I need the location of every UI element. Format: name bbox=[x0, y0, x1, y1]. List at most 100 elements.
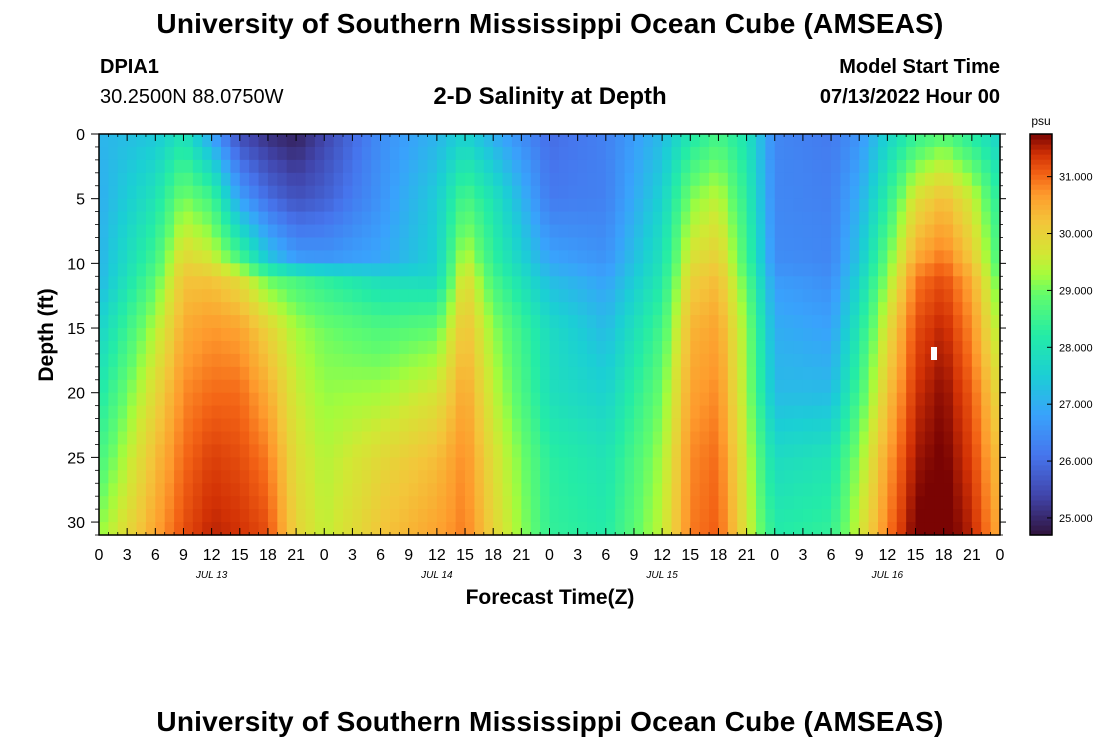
heatmap-cell bbox=[202, 315, 213, 329]
heatmap-cell bbox=[793, 431, 804, 446]
heatmap-cell bbox=[784, 328, 795, 342]
heatmap-cell bbox=[249, 340, 260, 355]
heatmap-cell bbox=[868, 224, 879, 239]
heatmap-cell bbox=[333, 276, 344, 290]
heatmap-cell bbox=[568, 159, 579, 174]
heatmap-cell bbox=[915, 302, 926, 316]
heatmap-cell bbox=[765, 146, 776, 161]
heatmap-cell bbox=[709, 509, 720, 523]
heatmap-cell bbox=[99, 340, 109, 355]
heatmap-cell bbox=[446, 522, 457, 536]
heatmap-cell bbox=[483, 237, 494, 252]
heatmap-cell bbox=[906, 134, 917, 148]
heatmap-cell bbox=[324, 509, 335, 523]
heatmap-cell bbox=[511, 172, 522, 187]
heatmap-cell bbox=[211, 224, 222, 239]
heatmap-cell bbox=[662, 237, 673, 252]
heatmap-cell bbox=[436, 509, 447, 523]
heatmap-cell bbox=[746, 185, 757, 200]
heatmap-cell bbox=[305, 431, 316, 446]
heatmap-cell bbox=[408, 237, 419, 252]
heatmap-cell bbox=[258, 211, 269, 226]
heatmap-cell bbox=[915, 276, 926, 290]
heatmap-cell bbox=[192, 315, 203, 329]
heatmap-cell bbox=[849, 185, 860, 200]
heatmap-cell bbox=[802, 522, 813, 536]
heatmap-cell bbox=[192, 263, 203, 277]
heatmap-cell bbox=[859, 483, 870, 497]
heatmap-cell bbox=[296, 211, 307, 226]
heatmap-cell bbox=[192, 211, 203, 226]
heatmap-cell bbox=[746, 289, 757, 303]
heatmap-cell bbox=[324, 185, 335, 200]
x-tick-label: 0 bbox=[545, 547, 554, 564]
heatmap-cell bbox=[211, 276, 222, 290]
heatmap-cell bbox=[605, 211, 616, 226]
heatmap-cell bbox=[418, 405, 429, 420]
heatmap-cell bbox=[343, 211, 354, 226]
heatmap-cell bbox=[183, 418, 194, 433]
heatmap-cell bbox=[624, 444, 635, 458]
y-tick-label: 0 bbox=[76, 127, 85, 144]
heatmap-cell bbox=[511, 198, 522, 213]
heatmap-cell bbox=[587, 172, 598, 187]
heatmap-cell bbox=[633, 444, 644, 458]
heatmap-cell bbox=[239, 289, 250, 303]
heatmap-cell bbox=[709, 418, 720, 433]
colorbar-segment bbox=[1030, 494, 1052, 501]
heatmap-cell bbox=[971, 250, 982, 264]
heatmap-cell bbox=[333, 353, 344, 368]
heatmap-cell bbox=[117, 146, 128, 161]
heatmap-cell bbox=[418, 353, 429, 368]
heatmap-cell bbox=[267, 198, 278, 213]
heatmap-cell bbox=[990, 522, 1001, 536]
heatmap-cell bbox=[418, 224, 429, 239]
heatmap-cell bbox=[202, 483, 213, 497]
heatmap-cell bbox=[990, 224, 1001, 239]
heatmap-cell bbox=[868, 237, 879, 252]
heatmap-cell bbox=[211, 431, 222, 446]
heatmap-cell bbox=[136, 470, 147, 484]
day-label: JUL 15 bbox=[645, 570, 678, 581]
heatmap-cell bbox=[643, 483, 654, 497]
heatmap-cell bbox=[652, 134, 663, 148]
heatmap-cell bbox=[690, 444, 701, 458]
heatmap-cell bbox=[455, 379, 466, 394]
heatmap-cell bbox=[765, 237, 776, 252]
heatmap-cell bbox=[924, 470, 935, 484]
heatmap-cell bbox=[877, 198, 888, 213]
colorbar-tick-label: 31.000 bbox=[1059, 172, 1093, 184]
heatmap-cell bbox=[624, 431, 635, 446]
heatmap-cell bbox=[136, 418, 147, 433]
heatmap-cell bbox=[915, 159, 926, 174]
heatmap-cell bbox=[821, 340, 832, 355]
heatmap-cell bbox=[849, 315, 860, 329]
heatmap-cell bbox=[465, 522, 476, 536]
heatmap-cell bbox=[868, 211, 879, 226]
heatmap-cell bbox=[530, 315, 541, 329]
heatmap-cell bbox=[774, 457, 785, 471]
heatmap-cell bbox=[465, 185, 476, 200]
heatmap-cell bbox=[990, 328, 1001, 342]
heatmap-cell bbox=[361, 146, 372, 161]
heatmap-cell bbox=[953, 198, 964, 213]
heatmap-cell bbox=[699, 522, 710, 536]
colorbar-segment bbox=[1030, 139, 1052, 145]
heatmap-cell bbox=[802, 444, 813, 458]
heatmap-cell bbox=[314, 224, 325, 239]
heatmap-cell bbox=[427, 172, 438, 187]
heatmap-cell bbox=[399, 211, 410, 226]
heatmap-cell bbox=[286, 185, 297, 200]
heatmap-cell bbox=[831, 509, 842, 523]
heatmap bbox=[99, 134, 1001, 536]
heatmap-cell bbox=[483, 159, 494, 174]
heatmap-cell bbox=[99, 496, 109, 510]
heatmap-cell bbox=[446, 444, 457, 458]
heatmap-cell bbox=[155, 483, 166, 497]
heatmap-cell bbox=[530, 159, 541, 174]
heatmap-cell bbox=[652, 328, 663, 342]
colorbar-segment bbox=[1030, 389, 1052, 396]
heatmap-cell bbox=[802, 146, 813, 161]
heatmap-cell bbox=[633, 392, 644, 407]
x-tick-label: 0 bbox=[996, 547, 1005, 564]
